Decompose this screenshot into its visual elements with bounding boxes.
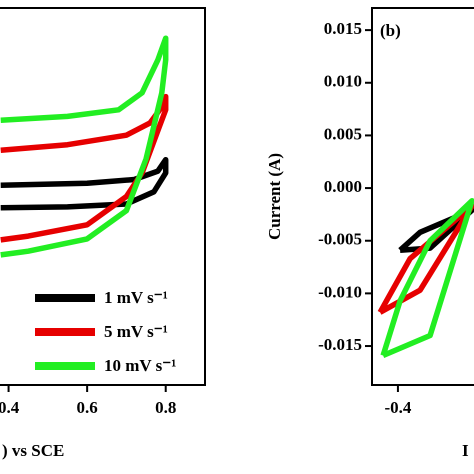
cv-curve: [0, 35, 169, 258]
axes-frame: [0, 7, 206, 386]
x-tick-label: 0.8: [155, 398, 176, 417]
plot-area: [377, 197, 474, 359]
axes-frame: [371, 7, 474, 386]
legend-label: 10 mV s⁻¹: [104, 356, 176, 375]
y-tick-label: -0.010: [318, 282, 362, 301]
y-tick-label: -0.015: [318, 335, 362, 354]
y-tick-label: 0.015: [324, 19, 362, 38]
cv-curve: [380, 197, 474, 359]
legend-label: 1 mV s⁻¹: [104, 288, 168, 307]
legend-label: 5 mV s⁻¹: [104, 322, 168, 341]
y-tick-label: 0.000: [324, 177, 362, 196]
x-tick-label: 0.4: [0, 398, 20, 417]
plot-area: [0, 35, 169, 258]
cv-curve: [0, 156, 169, 211]
y-tick-label: 0.005: [324, 124, 362, 143]
x-tick-label: -0.4: [384, 398, 411, 417]
y-tick-label: 0.010: [324, 72, 362, 91]
y-tick-label: -0.005: [318, 230, 362, 249]
x-axis-label: ) vs SCE: [2, 441, 64, 460]
cv-curve: [0, 93, 169, 243]
x-tick-label: 0.6: [77, 398, 98, 417]
x-axis-label: I: [462, 441, 469, 460]
y-axis-label: Current (A): [265, 153, 284, 240]
panel-label: (b): [380, 21, 401, 40]
